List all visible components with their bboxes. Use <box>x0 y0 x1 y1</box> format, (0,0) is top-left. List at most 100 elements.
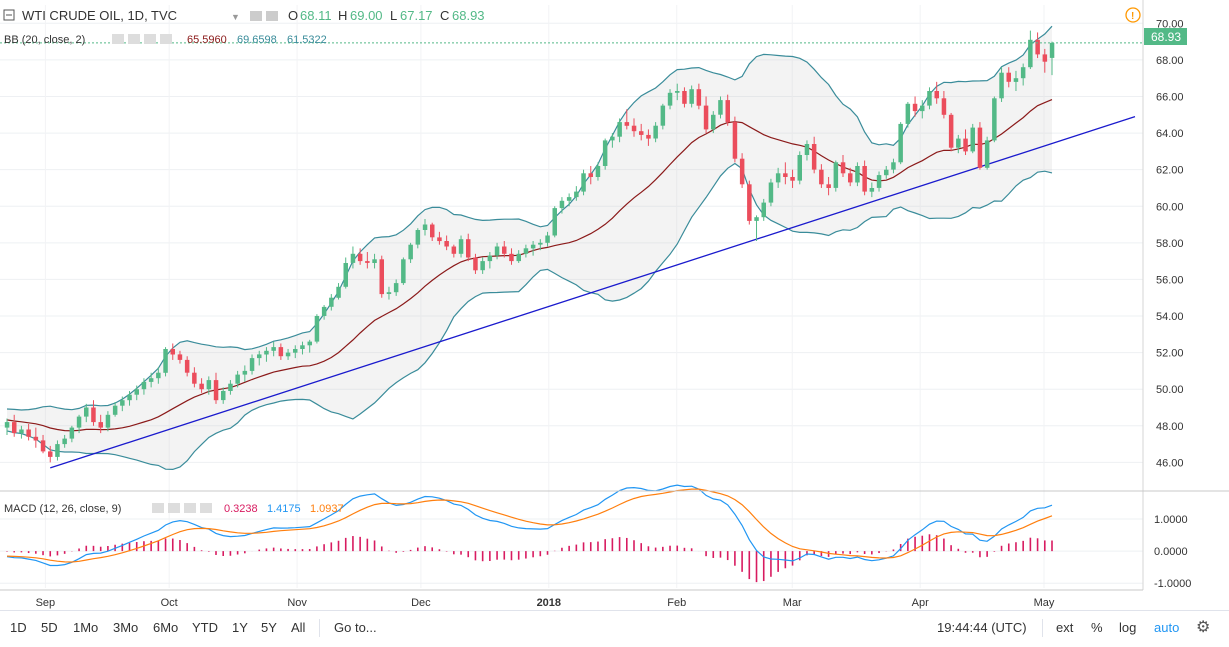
timeframe-5y[interactable]: 5Y <box>261 620 277 635</box>
candle-body <box>264 350 269 355</box>
log-toggle[interactable]: log <box>1119 620 1137 635</box>
candles <box>4 30 1055 463</box>
low-label: L <box>390 8 397 23</box>
candle-body <box>235 374 240 384</box>
candle-body <box>120 400 125 406</box>
candle-body <box>689 89 694 104</box>
candle-body <box>473 257 478 271</box>
candle-body <box>948 114 954 148</box>
bb-upper-value: 69.6598 <box>237 34 277 46</box>
chevron-down-icon[interactable]: ▼ <box>231 12 240 22</box>
symbol-title[interactable]: WTI CRUDE OIL, 1D, TVC <box>22 8 177 23</box>
trendline[interactable] <box>50 115 1136 469</box>
candle-body <box>365 261 370 263</box>
bottom-toolbar: 1D 5D 1Mo 3Mo 6Mo YTD 1Y 5Y All Go to...… <box>0 610 1229 647</box>
candle-body <box>754 217 759 221</box>
candle-body <box>321 306 327 316</box>
timeframe-all[interactable]: All <box>291 620 306 635</box>
candle-body <box>55 444 60 457</box>
settings-icon[interactable] <box>266 11 278 21</box>
candle-body <box>905 103 911 124</box>
eye-icon[interactable] <box>152 503 164 513</box>
candle-body <box>833 162 839 188</box>
candle-body <box>141 381 147 390</box>
alert-icon[interactable] <box>1125 7 1141 23</box>
macd-indicator-label[interactable]: MACD (12, 26, close, 9) <box>4 503 121 515</box>
candle-body <box>639 131 644 135</box>
candle-body <box>509 253 514 262</box>
candle-body <box>653 125 658 139</box>
bb-lower-value: 61.5322 <box>287 34 327 46</box>
timeframe-3mo[interactable]: 3Mo <box>113 620 139 635</box>
price-tick-label: 60.00 <box>1156 201 1184 213</box>
candle-body <box>300 345 305 349</box>
candle-body <box>610 136 615 141</box>
macd-hist-value: 0.3238 <box>224 503 258 515</box>
time-tick-label: Nov <box>287 597 307 609</box>
eye-icon[interactable] <box>112 34 124 44</box>
close-icon[interactable] <box>160 34 172 44</box>
candle-body <box>884 169 889 176</box>
gear-icon[interactable]: ⚙ <box>1196 619 1211 636</box>
close-icon[interactable] <box>200 503 212 513</box>
candle-body <box>667 92 673 106</box>
last-price-badge <box>1144 28 1187 45</box>
candle-body <box>127 394 132 401</box>
ext-toggle[interactable]: ext <box>1056 620 1074 635</box>
timeframe-ytd[interactable]: YTD <box>192 620 218 635</box>
candle-body <box>4 422 10 428</box>
candle-body <box>379 259 384 295</box>
candle-body <box>357 253 363 262</box>
timeframe-6mo[interactable]: 6Mo <box>153 620 179 635</box>
price-tick-label: 54.00 <box>1156 311 1184 323</box>
candle-body <box>530 244 536 249</box>
candle-body <box>242 370 248 375</box>
candle-body <box>790 177 795 181</box>
macd-signal-line <box>6 488 1053 563</box>
candle-body <box>1035 39 1040 55</box>
candle-body <box>538 242 543 245</box>
add-icon[interactable] <box>144 34 156 44</box>
candle-body <box>516 253 521 262</box>
eye-icon[interactable] <box>250 11 262 21</box>
candle-body <box>293 349 298 353</box>
candle-body <box>466 239 471 258</box>
candle-body <box>602 140 608 166</box>
candle-body <box>934 91 939 99</box>
candle-body <box>855 166 860 183</box>
macd-grid <box>0 518 1143 584</box>
chart-canvas[interactable]: 46.00 48.00 50.00 52.00 54.00 56.00 58.00 60.00… <box>0 0 1229 610</box>
collapse-icon[interactable] <box>3 9 15 21</box>
percent-toggle[interactable]: % <box>1091 620 1103 635</box>
candle-body <box>1006 72 1011 82</box>
timeframe-5d[interactable]: 5D <box>41 620 58 635</box>
bb-indicator-label[interactable]: BB (20, close, 2) <box>4 34 85 46</box>
timeframe-1d[interactable]: 1D <box>10 620 27 635</box>
candle-body <box>1042 54 1048 62</box>
candle-body <box>747 184 752 221</box>
candle-body <box>941 98 947 115</box>
goto-button[interactable]: Go to... <box>334 620 377 635</box>
timeframe-1y[interactable]: 1Y <box>232 620 248 635</box>
candle-body <box>393 283 399 293</box>
settings-icon[interactable] <box>128 34 140 44</box>
price-tick-label: 66.00 <box>1156 91 1184 103</box>
settings-icon[interactable] <box>168 503 180 513</box>
candle-body <box>26 429 31 437</box>
add-icon[interactable] <box>184 503 196 513</box>
macd-axis-labels: 1.0000 0.0000 -1.0000 <box>1154 514 1191 590</box>
toolbar-divider <box>1042 619 1043 637</box>
candle-body <box>739 158 745 185</box>
candle-body <box>386 292 392 294</box>
candle-body <box>920 105 925 112</box>
candle-body <box>898 123 903 163</box>
candle-body <box>40 440 46 452</box>
time-axis-labels: Sep Oct Nov Dec 2018 Feb Mar Apr May <box>36 597 1055 609</box>
candle-body <box>984 140 990 168</box>
price-tick-label: 46.00 <box>1156 457 1184 469</box>
auto-toggle[interactable]: auto <box>1154 620 1180 635</box>
candle-body <box>336 286 341 298</box>
timeframe-1mo[interactable]: 1Mo <box>73 620 99 635</box>
time-tick-label: May <box>1034 597 1055 609</box>
candle-body <box>848 173 853 183</box>
